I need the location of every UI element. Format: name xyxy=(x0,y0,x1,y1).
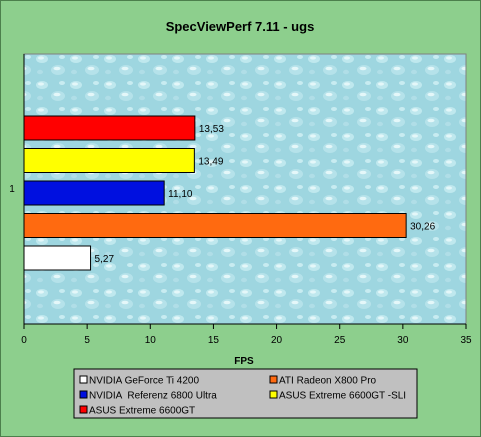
bar-4 xyxy=(23,148,195,173)
legend-label-3: NVIDIA Referenz 6800 Ultra xyxy=(89,391,217,402)
x-tick-label: 10 xyxy=(145,335,157,346)
x-tick-label: 15 xyxy=(208,335,220,346)
data-label-5: 13,53 xyxy=(199,124,224,135)
legend-swatch-5 xyxy=(79,405,88,414)
data-label-4: 13,49 xyxy=(198,157,223,168)
legend-label-4: ASUS Extreme 6600GT -SLI xyxy=(279,391,406,402)
data-label-3: 11,10 xyxy=(168,189,193,200)
legend-box xyxy=(73,368,418,419)
bar-5 xyxy=(23,115,196,141)
legend-label-2: ATI Radeon X800 Pro xyxy=(279,376,377,387)
category-tick-label: 1 xyxy=(9,184,15,195)
x-tick-label: 35 xyxy=(460,335,472,346)
legend-label-5: ASUS Extreme 6600GT xyxy=(89,406,195,417)
x-tick-label: 25 xyxy=(334,335,346,346)
x-tick-label: 30 xyxy=(397,335,409,346)
bar-1 xyxy=(23,245,92,271)
x-tick-label: 5 xyxy=(84,335,90,346)
bar-2 xyxy=(23,213,407,238)
legend-swatch-4 xyxy=(269,390,278,399)
data-label-2: 30,26 xyxy=(410,222,435,233)
x-tick-label: 20 xyxy=(271,335,283,346)
x-axis-title: FPS xyxy=(234,356,254,367)
data-label-1: 5,27 xyxy=(95,254,115,265)
x-tick-label: 0 xyxy=(21,335,27,346)
chart-title: SpecViewPerf 7.11 - ugs xyxy=(166,19,315,34)
legend-label-1: NVIDIA GeForce Ti 4200 xyxy=(89,376,199,387)
legend-swatch-3 xyxy=(79,390,88,399)
bar-3 xyxy=(23,180,165,206)
legend-swatch-2 xyxy=(269,375,278,384)
legend-swatch-1 xyxy=(79,375,88,384)
